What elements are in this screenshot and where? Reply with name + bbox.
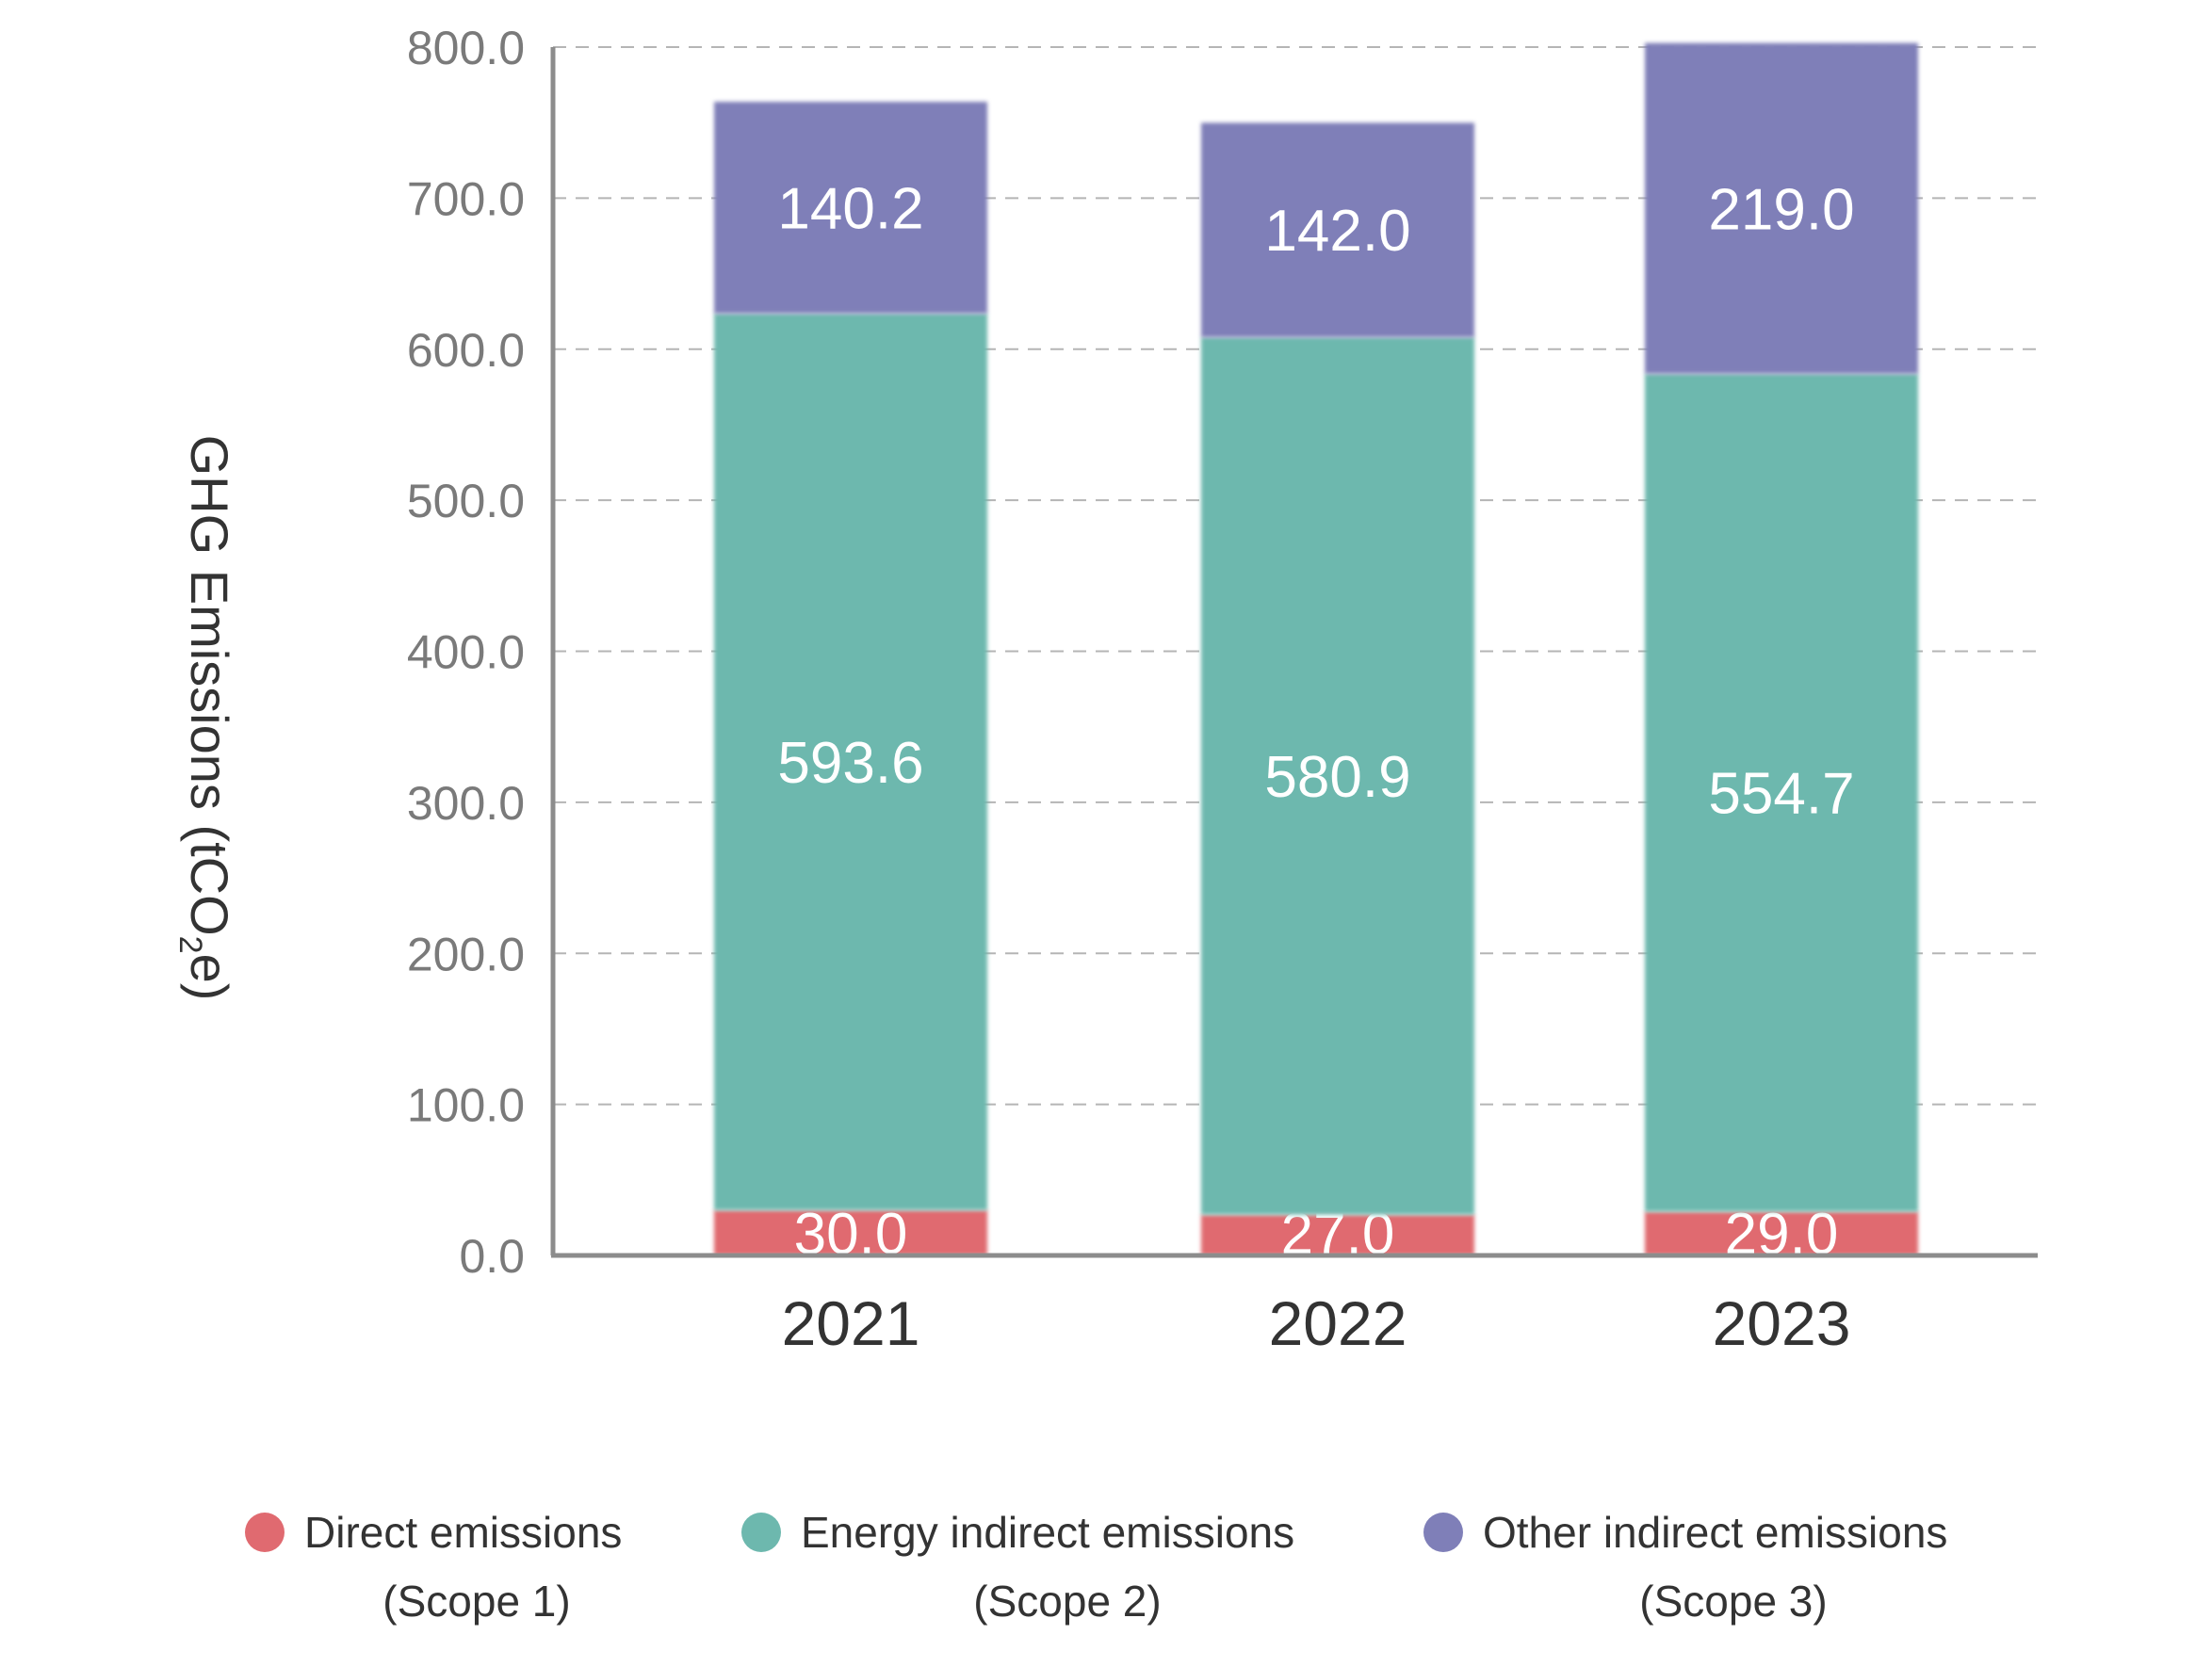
legend-sublabel: (Scope 3) (1639, 1577, 1827, 1626)
data-label: 554.7 (1708, 762, 1854, 827)
x-tick-label: 2021 (782, 1288, 920, 1358)
y-axis-ticks: 0.0 100.0 200.0 300.0 400.0 500.0 600.0 700.0 80… (407, 22, 525, 1283)
bar-segment (1201, 1214, 1474, 1255)
bar-segment (714, 1209, 987, 1255)
data-label: 580.9 (1264, 745, 1410, 810)
legend-item: Energy indirect emissions (Scope 2) (741, 1508, 1294, 1626)
bar-segment (1645, 373, 1918, 1212)
y-axis-title: GHG Emissions (tCO2e) (172, 435, 239, 1001)
y-tick-label: 700.0 (407, 172, 525, 225)
bars: 30.0593.6140.227.0580.9142.029.0554.7219… (714, 42, 1918, 1267)
axes (550, 47, 2038, 1258)
x-axis-categories: 2021 2022 2023 (782, 1288, 1851, 1358)
legend-sublabel: (Scope 2) (973, 1577, 1161, 1626)
y-tick-label: 200.0 (407, 928, 525, 980)
x-tick-label: 2022 (1269, 1288, 1407, 1358)
legend-label: Direct emissions (304, 1508, 622, 1557)
y-tick-label: 300.0 (407, 777, 525, 830)
legend-label: Other indirect emissions (1483, 1508, 1947, 1557)
y-tick-label: 800.0 (407, 22, 525, 74)
y-tick-label: 400.0 (407, 626, 525, 679)
bar-segment (714, 313, 987, 1210)
bar-segment (1201, 337, 1474, 1215)
x-tick-label: 2023 (1713, 1288, 1851, 1358)
y-tick-label: 600.0 (407, 324, 525, 377)
data-label: 219.0 (1708, 177, 1854, 242)
bar-segment (1645, 42, 1918, 374)
y-tick-label: 0.0 (459, 1230, 525, 1283)
legend-swatch (741, 1513, 781, 1552)
data-label: 140.2 (777, 176, 923, 241)
bar-segment (1645, 1211, 1918, 1255)
bar-segment (714, 102, 987, 314)
legend-swatch (245, 1513, 285, 1552)
legend-label: Energy indirect emissions (801, 1508, 1294, 1557)
legend-swatch (1423, 1513, 1463, 1552)
y-tick-label: 500.0 (407, 475, 525, 527)
legend-item: Other indirect emissions (Scope 3) (1423, 1508, 1947, 1626)
bar-segment (1201, 122, 1474, 338)
legend-item: Direct emissions (Scope 1) (245, 1508, 622, 1626)
legend-sublabel: (Scope 1) (382, 1577, 570, 1626)
y-axis-label: GHG Emissions (tCO2e) (172, 435, 239, 1001)
data-label: 142.0 (1264, 199, 1410, 264)
data-label: 593.6 (777, 731, 923, 796)
legend: Direct emissions (Scope 1) Energy indirect… (245, 1508, 1947, 1626)
y-tick-label: 100.0 (407, 1079, 525, 1132)
